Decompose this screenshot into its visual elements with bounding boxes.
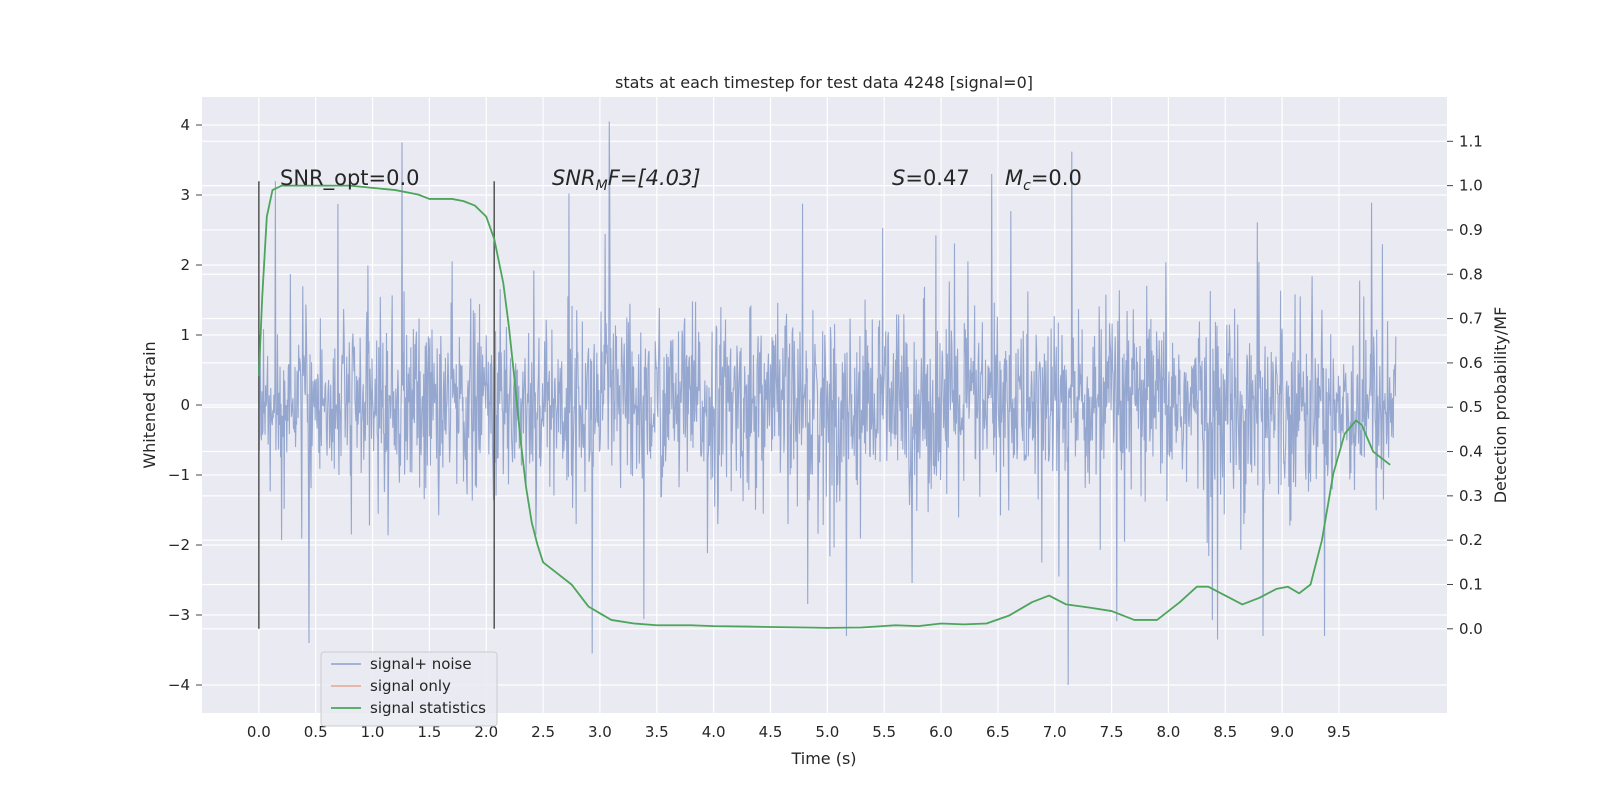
y2-axis-label: Detection probability/MF [1491, 307, 1510, 504]
x-tick-label: 6.0 [929, 723, 953, 741]
y-tick-label: 1 [180, 326, 190, 344]
x-tick-label: 7.5 [1100, 723, 1124, 741]
x-tick-label: 8.5 [1213, 723, 1237, 741]
y-tick-label: 2 [180, 256, 190, 274]
y2-tick-label: 0.1 [1459, 575, 1483, 593]
x-tick-label: 7.0 [1043, 723, 1067, 741]
annotation-snr-mf: SNRMF=[4.03] [552, 166, 701, 194]
legend-label-signal-only: signal only [370, 677, 451, 695]
x-tick-label: 2.0 [474, 723, 498, 741]
x-tick-label: 8.0 [1157, 723, 1181, 741]
y2-tick-label: 1.1 [1459, 132, 1483, 150]
y2-tick-label: 0.0 [1459, 620, 1483, 638]
y2-tick-label: 0.6 [1459, 354, 1483, 372]
y2-tick-label: 0.8 [1459, 265, 1483, 283]
vertical-markers [258, 181, 495, 629]
annotation-s-var: S [892, 166, 905, 190]
x-tick-label: 4.5 [759, 723, 783, 741]
y2-tick-label: 0.4 [1459, 443, 1483, 461]
y-tick-label: −2 [168, 536, 190, 554]
legend: signal+ noise signal only signal statist… [320, 651, 498, 727]
x-tick-label: 0.5 [304, 723, 328, 741]
annotation-mc: Mc=0.0 [1005, 166, 1082, 194]
x-tick-label: 4.0 [702, 723, 726, 741]
annotation-snr-mf-sub: M [596, 178, 608, 194]
x-tick-label: 3.5 [645, 723, 669, 741]
signal-statistics-series [257, 184, 1391, 629]
x-tick-label: 5.5 [872, 723, 896, 741]
annotation-s-val: =0.47 [905, 166, 969, 190]
y-tick-label: 0 [180, 396, 190, 414]
x-tick-label: 9.0 [1270, 723, 1294, 741]
signal-statistics-line [257, 184, 1391, 629]
y-tick-label: −4 [168, 676, 190, 694]
annotation-mc-val: =0.0 [1031, 166, 1082, 190]
y-tick-label: −3 [168, 606, 190, 624]
x-tick-label: 6.5 [986, 723, 1010, 741]
annotation-snr-mf-var: SNR [552, 166, 596, 190]
x-tick-label: 2.5 [531, 723, 555, 741]
annotation-mc-sub: c [1023, 178, 1031, 194]
x-tick-label: 3.0 [588, 723, 612, 741]
y2-tick-label: 1.0 [1459, 177, 1483, 195]
y2-tick-label: 0.9 [1459, 221, 1483, 239]
x-tick-label: 1.0 [361, 723, 385, 741]
x-tick-label: 0.0 [247, 723, 271, 741]
x-axis-label: Time (s) [790, 749, 856, 768]
y2-tick-label: 0.3 [1459, 487, 1483, 505]
x-tick-label: 9.5 [1327, 723, 1351, 741]
legend-label-signal-statistics: signal statistics [370, 699, 486, 717]
chart-title: stats at each timestep for test data 424… [615, 73, 1033, 92]
signal-noise-line [258, 121, 1397, 686]
y2-tick-label: 0.2 [1459, 531, 1483, 549]
y2-tick-label: 0.7 [1459, 310, 1483, 328]
annotation-snr-opt: SNR_opt=0.0 [280, 166, 420, 191]
y-tick-label: −1 [168, 466, 190, 484]
annotation-mc-var: M [1005, 166, 1023, 190]
tick-labels: 0.0 0.5 1.0 1.5 2.0 2.5 3.0 3.5 4.0 4.5 5.0 5.5 6.0 6… [168, 116, 1483, 741]
y-tick-label: 4 [180, 116, 190, 134]
y2-tick-label: 0.5 [1459, 398, 1483, 416]
legend-box [320, 651, 498, 727]
signal-noise-series [258, 121, 1397, 686]
y-axis-label: Whitened strain [140, 341, 159, 468]
annotation-snr-mf-rest: F=[4.03] [608, 166, 701, 190]
annotation-s: S=0.47 [892, 166, 970, 190]
x-tick-label: 5.0 [815, 723, 839, 741]
legend-label-signal-noise: signal+ noise [370, 655, 472, 673]
y-tick-label: 3 [180, 186, 190, 204]
x-tick-label: 1.5 [417, 723, 441, 741]
